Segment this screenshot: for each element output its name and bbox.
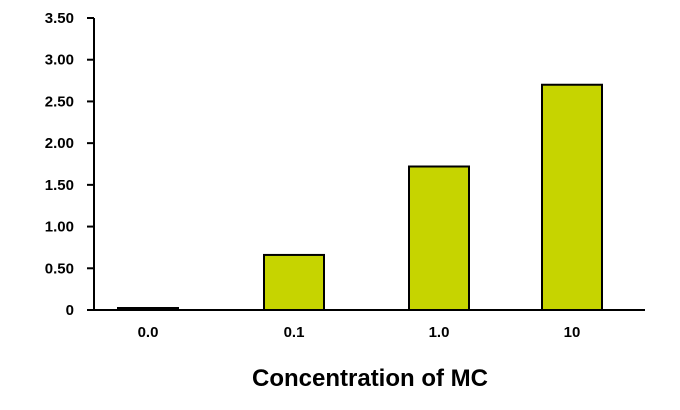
y-tick-label: 3.50 [45,10,74,27]
y-tick-label: 1.50 [45,177,74,194]
y-tick-label: 0.50 [45,260,74,277]
bar-0.1 [263,253,325,312]
y-tick-label: 2.00 [45,135,74,152]
x-tick-label: 10 [564,324,581,341]
bar-1.0 [408,165,470,311]
bars-group [117,83,603,312]
x-tick-label: 0.0 [138,324,159,341]
x-tick-label: 0.1 [284,324,305,341]
x-axis-ticks: 0.0 0.1 1.0 10 [138,324,581,341]
y-tick-label: 0 [66,302,74,319]
y-axis-ticks: 0 0.50 1.00 1.50 2.00 2.50 3.00 3.50 [45,10,94,319]
bar-10 [541,83,603,311]
x-tick-label: 1.0 [429,324,450,341]
y-tick-label: 2.50 [45,93,74,110]
y-tick-label: 1.00 [45,219,74,236]
x-axis-title: Concentration of MC [252,365,488,392]
y-tick-label: 3.00 [45,52,74,69]
